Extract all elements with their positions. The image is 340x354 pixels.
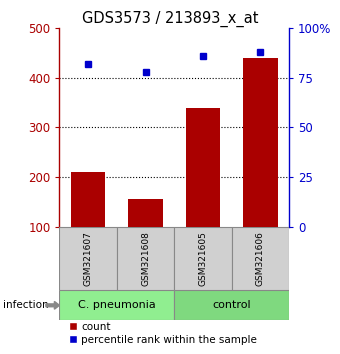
Bar xyxy=(243,58,277,227)
Text: infection: infection xyxy=(3,300,49,310)
Bar xyxy=(186,108,220,227)
Bar xyxy=(71,172,105,227)
Bar xyxy=(128,199,163,227)
Bar xyxy=(174,290,289,320)
Text: GSM321605: GSM321605 xyxy=(199,231,207,286)
Bar xyxy=(59,227,117,290)
Text: GSM321608: GSM321608 xyxy=(141,231,150,286)
Bar xyxy=(174,227,232,290)
Text: GSM321606: GSM321606 xyxy=(256,231,265,286)
Text: control: control xyxy=(212,300,251,310)
Bar xyxy=(232,227,289,290)
Text: GDS3573 / 213893_x_at: GDS3573 / 213893_x_at xyxy=(82,11,258,27)
Bar xyxy=(59,290,174,320)
Text: C. pneumonia: C. pneumonia xyxy=(78,300,156,310)
Bar xyxy=(117,227,174,290)
Legend: count, percentile rank within the sample: count, percentile rank within the sample xyxy=(65,317,261,349)
Text: GSM321607: GSM321607 xyxy=(84,231,93,286)
